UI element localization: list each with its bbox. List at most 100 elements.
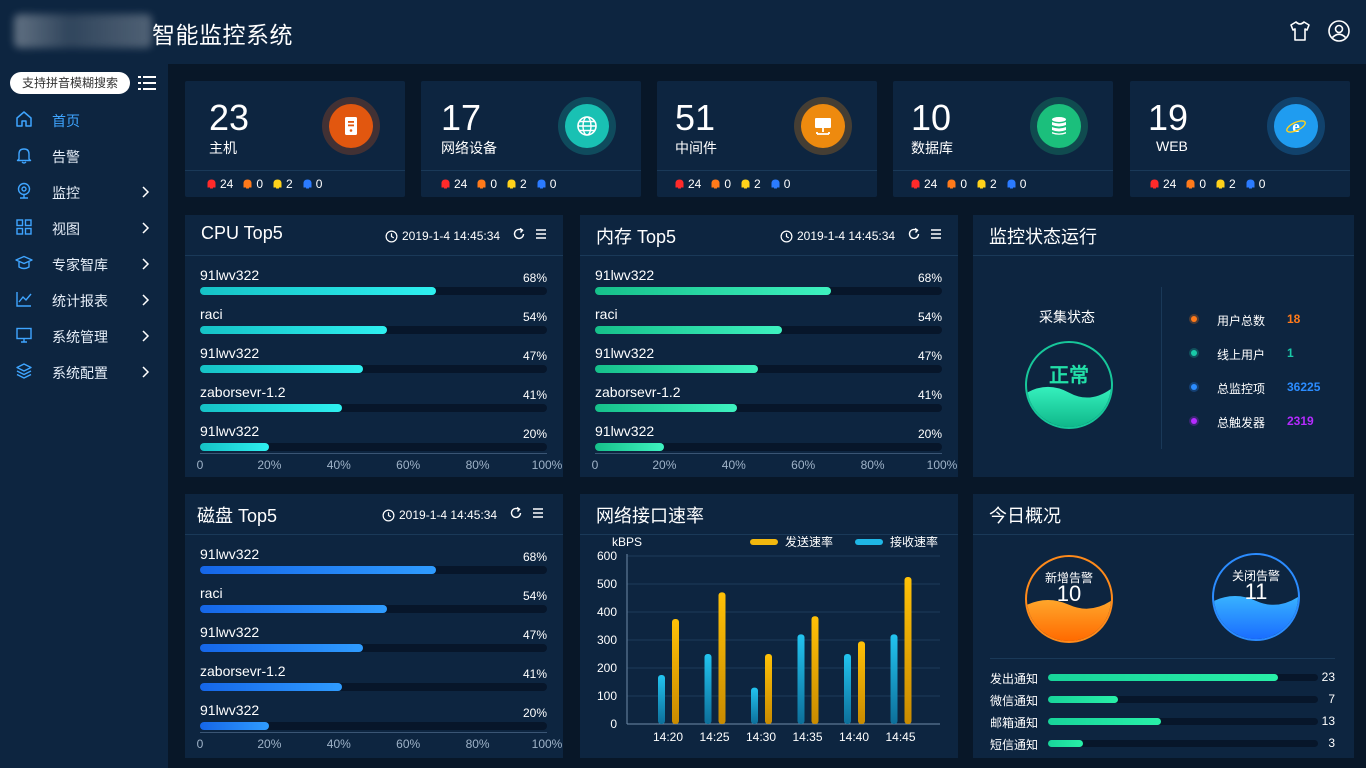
globe-icon <box>565 104 609 148</box>
sidebar-item-system-manage[interactable]: 系统管理 <box>0 317 168 353</box>
divider <box>893 170 1113 171</box>
top5-row[interactable]: zaborsevr-1.2 41% <box>595 384 942 420</box>
sidebar-item-monitor[interactable]: 监控 <box>0 173 168 209</box>
home-icon <box>15 110 33 128</box>
menu-icon[interactable] <box>929 227 943 241</box>
refresh-icon[interactable] <box>509 506 523 520</box>
top5-row[interactable]: 91lwv322 20% <box>200 702 547 738</box>
usage-bar-fill <box>200 722 270 730</box>
badge-major: 0 <box>1186 177 1206 191</box>
divider <box>990 658 1335 659</box>
user-account-icon[interactable] <box>1327 19 1351 43</box>
x-tick-label: 40% <box>326 737 351 751</box>
theme-shirt-icon[interactable] <box>1288 19 1312 43</box>
camera-icon <box>15 182 33 200</box>
notice-value: 7 <box>1328 692 1335 706</box>
usage-bar-track <box>200 443 547 451</box>
sidebar-item-alarm[interactable]: 告警 <box>0 137 168 173</box>
sidebar-item-view[interactable]: 视图 <box>0 209 168 245</box>
stat-card-database[interactable]: 10 数据库 24 0 2 0 <box>893 81 1113 197</box>
usage-bar-fill <box>200 287 436 295</box>
sidebar-item-home[interactable]: 首页 <box>0 101 168 137</box>
sidebar-item-expert[interactable]: 专家智库 <box>0 245 168 281</box>
cpu-top5-panel: CPU Top5 2019-1-4 14:45:34 91lwv322 68% ra… <box>185 215 563 477</box>
notice-label: 微信通知 <box>990 694 1039 708</box>
usage-bar-fill <box>200 326 388 334</box>
sidebar-item-system-config[interactable]: 系统配置 <box>0 353 168 389</box>
sidebar-item-report[interactable]: 统计报表 <box>0 281 168 317</box>
notice-bar-fill <box>1048 674 1278 681</box>
top5-row[interactable]: 91lwv322 47% <box>200 624 547 660</box>
notice-value: 23 <box>1321 670 1335 684</box>
top5-row[interactable]: 91lwv322 20% <box>200 423 547 459</box>
stat-card-web[interactable]: 19 WEB e 24 0 2 0 <box>1130 81 1350 197</box>
panel-title: 今日概况 <box>989 506 1061 526</box>
host-name: raci <box>200 585 223 601</box>
x-tick-label: 80% <box>860 458 885 472</box>
x-tick-label: 14:45 <box>885 730 915 744</box>
x-tick-label: 0 <box>591 458 599 472</box>
usage-bar-fill <box>200 566 436 574</box>
usage-bar-fill <box>200 605 388 613</box>
top5-row[interactable]: raci 54% <box>200 585 547 621</box>
usage-bar-track <box>595 326 942 334</box>
stat-icon-ring <box>558 97 616 155</box>
menu-icon[interactable] <box>534 227 548 241</box>
top5-row[interactable]: 91lwv322 68% <box>595 267 942 303</box>
top5-row[interactable]: 91lwv322 68% <box>200 546 547 582</box>
usage-percent: 54% <box>522 589 547 603</box>
badge-minor: 2 <box>741 177 761 191</box>
top5-row[interactable]: raci 54% <box>595 306 942 342</box>
refresh-icon[interactable] <box>512 227 526 241</box>
bar-send <box>904 577 912 724</box>
alarm-badges: 24 0 2 0 <box>441 177 556 191</box>
network-rate-panel: 网络接口速率 0 100 200 300 400 500 600 kBPS 14:20 14:25… <box>580 494 958 758</box>
top5-row[interactable]: zaborsevr-1.2 41% <box>200 384 547 420</box>
search-input[interactable]: 支持拼音模糊搜索 <box>10 72 130 94</box>
usage-bar-track <box>200 404 547 412</box>
stat-label: 总监控项 <box>1217 382 1266 396</box>
x-axis <box>200 453 547 454</box>
top5-row[interactable]: 91lwv322 20% <box>595 423 942 459</box>
stat-card-host[interactable]: 23 主机 24 0 2 0 <box>185 81 405 197</box>
stat-value: 51 <box>675 97 716 138</box>
refresh-icon[interactable] <box>907 227 921 241</box>
host-name: zaborsevr-1.2 <box>595 384 681 400</box>
top5-row[interactable]: 91lwv322 68% <box>200 267 547 303</box>
badge-critical: 24 <box>1150 177 1176 191</box>
notice-bar-fill <box>1048 740 1084 747</box>
notice-bar-fill <box>1048 718 1162 725</box>
top5-row[interactable]: raci 54% <box>200 306 547 342</box>
stat-card-network[interactable]: 17 网络设备 24 0 2 0 <box>421 81 641 197</box>
top5-row[interactable]: zaborsevr-1.2 41% <box>200 663 547 699</box>
menu-icon[interactable] <box>531 506 545 520</box>
disk-top5-panel: 磁盘 Top5 2019-1-4 14:45:34 91lwv322 68% rac… <box>185 494 563 758</box>
y-tick-label: 100 <box>597 689 617 703</box>
panel-title: 磁盘 Top5 <box>197 506 278 526</box>
stat-value: 2319 <box>1287 414 1314 428</box>
stat-value: 17 <box>441 97 482 138</box>
bar-send <box>811 616 819 724</box>
memory-top5-panel: 内存 Top5 2019-1-4 14:45:34 91lwv322 68% rac… <box>580 215 958 477</box>
wave-fill <box>1214 596 1298 639</box>
panel-title: 网络接口速率 <box>596 506 704 526</box>
stat-value: 10 <box>911 97 952 138</box>
sidebar-item-label: 告警 <box>52 149 80 165</box>
menu-toggle-icon[interactable] <box>138 75 156 91</box>
usage-percent: 41% <box>522 388 547 402</box>
usage-bar-track <box>200 287 547 295</box>
badge-minor: 2 <box>507 177 527 191</box>
clock-icon <box>382 509 395 521</box>
usage-percent: 54% <box>917 310 942 324</box>
stat-icon-ring <box>794 97 852 155</box>
host-name: 91lwv322 <box>595 423 655 439</box>
usage-bar-fill <box>200 404 343 412</box>
notice-row: 微信通知 7 <box>990 690 1335 710</box>
bar-send <box>765 654 772 724</box>
divider <box>421 170 641 171</box>
stat-card-middleware[interactable]: 51 中间件 24 0 2 0 <box>657 81 877 197</box>
chevron-right-icon <box>140 329 150 342</box>
top5-row[interactable]: 91lwv322 47% <box>595 345 942 381</box>
divider <box>973 255 1354 256</box>
top5-row[interactable]: 91lwv322 47% <box>200 345 547 381</box>
